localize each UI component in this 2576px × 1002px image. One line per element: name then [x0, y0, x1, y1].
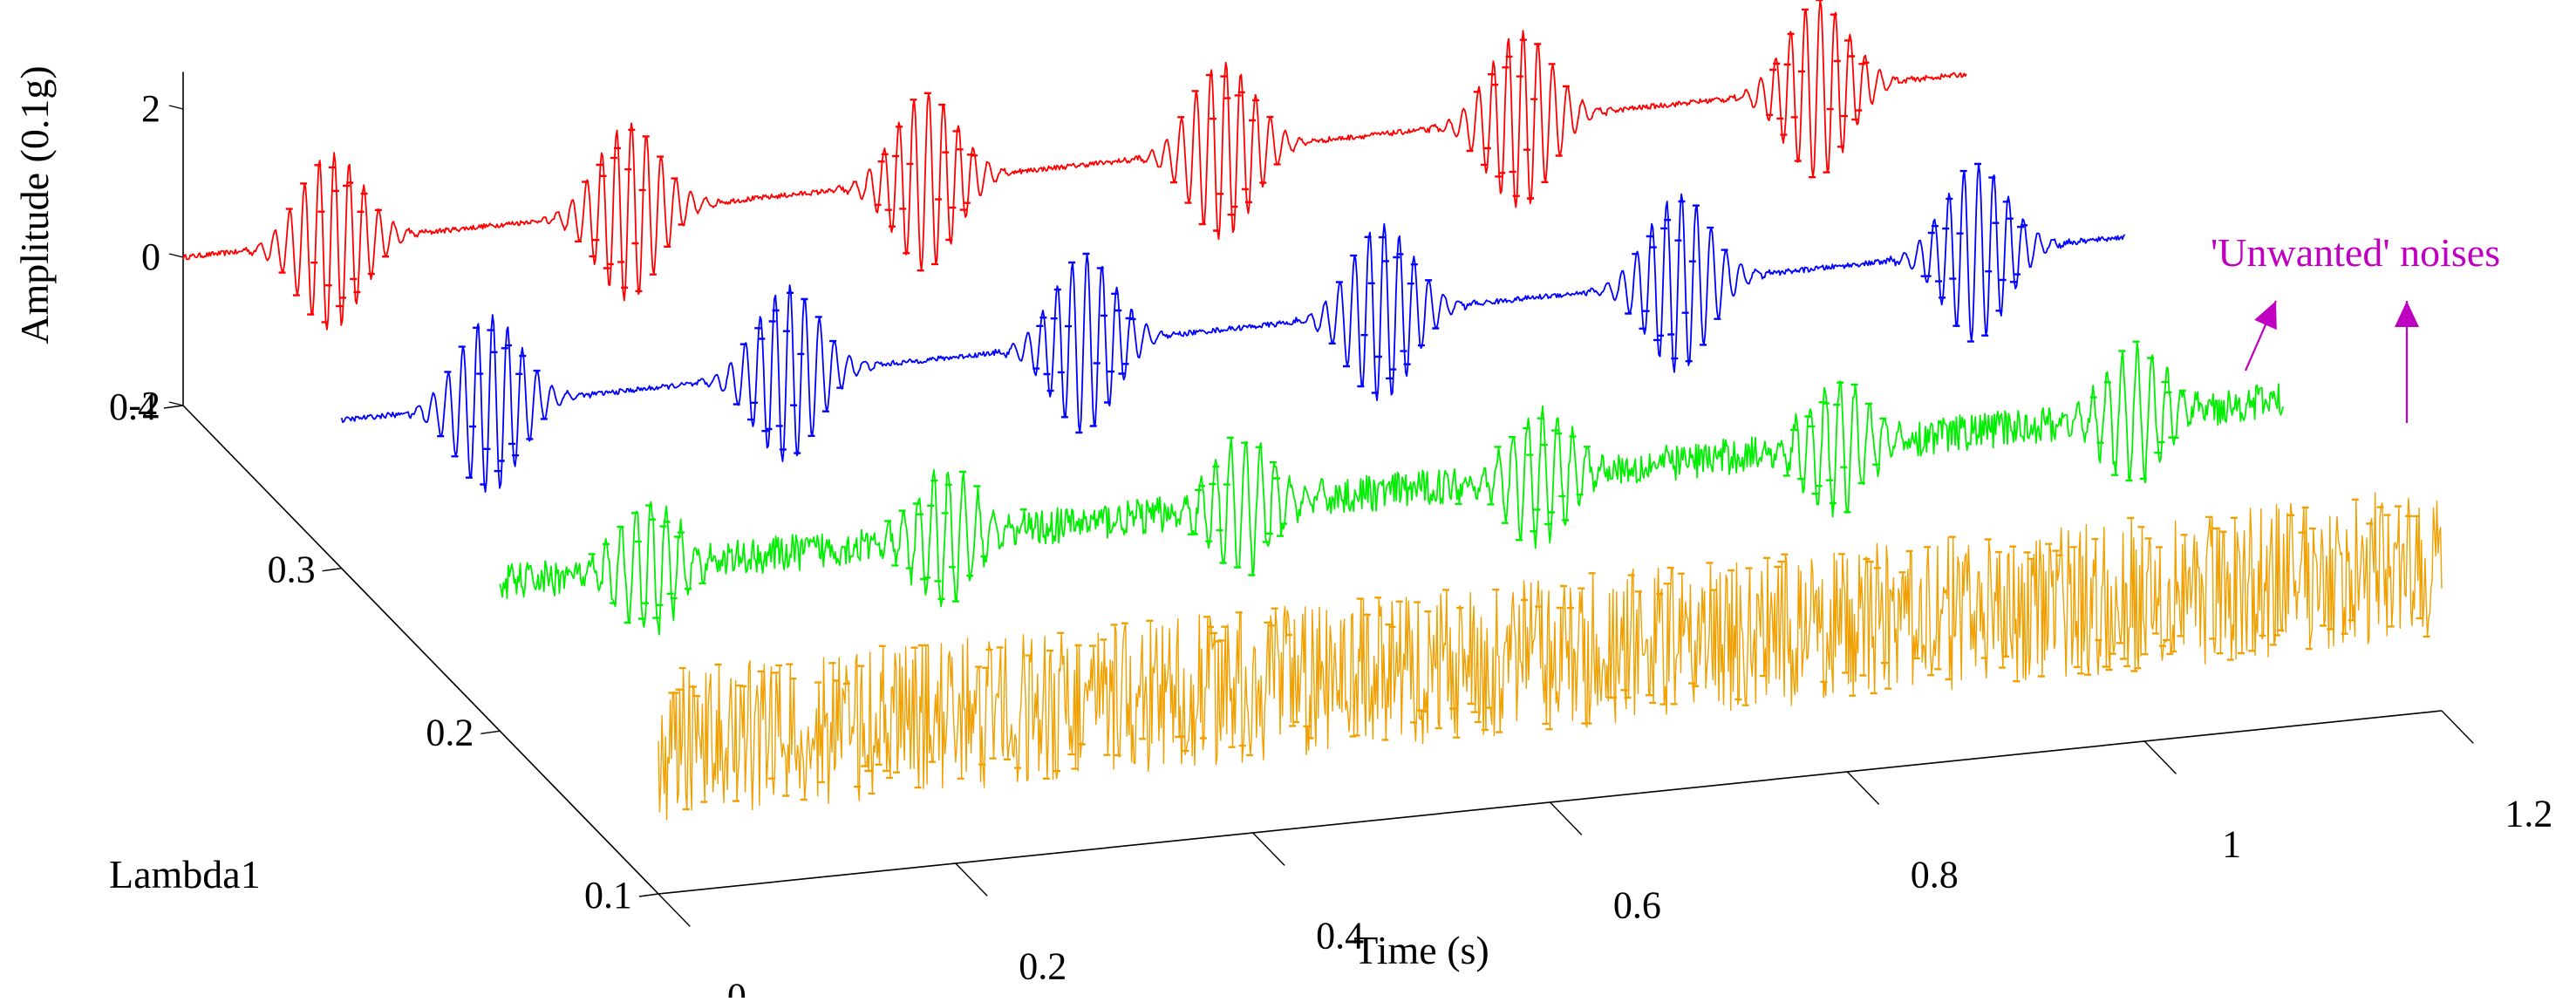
amplitude-tick-label: 0: [141, 235, 160, 278]
time-tick: [1549, 801, 1583, 835]
annotation-arrowhead: [2254, 301, 2277, 331]
time-axis-title: Time (s): [1353, 928, 1489, 972]
annotations: 'Unwanted' noises: [2211, 230, 2500, 423]
time-tick: [1846, 771, 1880, 805]
axes: [163, 72, 2474, 927]
lambda-tick: [322, 567, 342, 572]
annotation-arrowhead: [2395, 301, 2419, 327]
time-tick: [2441, 710, 2474, 744]
time-tick-label: 0: [727, 976, 746, 998]
amplitude-tick-label: 2: [141, 87, 160, 130]
lambda-axis-title: Lambda1: [109, 852, 261, 896]
time-tick-label: 0.8: [1911, 854, 1959, 896]
series-sample-markers: [668, 498, 2430, 811]
amplitude-tick-label: -2: [128, 384, 160, 426]
series-sample-markers: [588, 340, 2186, 624]
lambda-tick: [638, 893, 659, 897]
time-tick: [1252, 832, 1285, 866]
amplitude-tick: [168, 105, 184, 110]
lambda-axis-line: [182, 405, 659, 895]
annotation-label: 'Unwanted' noises: [2211, 230, 2500, 275]
amplitude-tick: [168, 253, 184, 258]
series-0.3: [340, 162, 2126, 493]
series-group: [182, 0, 2443, 821]
lambda-tick: [480, 730, 501, 735]
time-tick: [658, 893, 691, 927]
series-line: [340, 163, 2126, 493]
series-0.4: [182, 0, 1967, 331]
amplitude-axis-title: Amplitude (0.1g): [12, 65, 57, 344]
series-line: [499, 340, 2285, 636]
time-tick-label: 0.6: [1613, 884, 1661, 927]
time-tick-label: 1.2: [2504, 793, 2552, 835]
series-sample-markers: [278, 0, 1870, 324]
time-tick-label: 0.2: [1019, 945, 1067, 988]
time-tick: [2143, 740, 2177, 774]
lambda-tick-label: 0.1: [584, 874, 632, 917]
series-line: [182, 0, 1967, 331]
series-0.1: [658, 492, 2443, 821]
time-tick-label: 1: [2222, 823, 2241, 866]
series-sample-markers: [437, 162, 2028, 486]
time-tick-label: 0.4: [1316, 915, 1364, 958]
lambda-tick-label: 0.2: [426, 711, 474, 753]
amplitude-tick: [168, 401, 184, 406]
lambda-tick-label: 0.4: [109, 385, 157, 428]
lambda-tick: [163, 405, 184, 409]
lambda-tick-label: 0.3: [268, 549, 316, 591]
series-0.2: [499, 340, 2285, 636]
time-tick: [955, 862, 988, 896]
